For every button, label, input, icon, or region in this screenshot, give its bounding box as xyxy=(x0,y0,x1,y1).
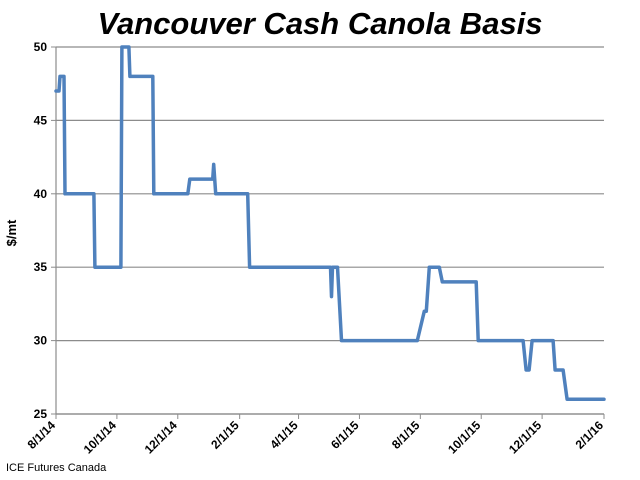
y-tick-label-40: 40 xyxy=(34,187,48,201)
x-tick-label-7: 10/1/15 xyxy=(445,418,483,456)
x-tick-label-3: 2/1/15 xyxy=(208,418,242,452)
y-tick-label-35: 35 xyxy=(34,260,48,274)
x-tick-label-1: 10/1/14 xyxy=(81,418,119,456)
x-tick-label-4: 4/1/15 xyxy=(267,418,301,452)
axes xyxy=(51,46,605,419)
x-tick-label-8: 12/1/15 xyxy=(506,418,544,456)
source-label: ICE Futures Canada xyxy=(6,462,107,474)
y-tick-label-50: 50 xyxy=(34,40,48,54)
x-tick-label-0: 8/1/14 xyxy=(25,418,59,452)
grid-lines xyxy=(56,46,604,415)
y-tick-labels: 25 30 35 40 45 50 xyxy=(34,40,48,421)
x-tick-label-6: 8/1/15 xyxy=(389,418,423,452)
x-tick-labels: 8/1/14 10/1/14 12/1/14 2/1/15 4/1/15 6/1/15 8/… xyxy=(25,418,607,456)
series-line-0 xyxy=(54,45,606,402)
chart-title: Vancouver Cash Canola Basis xyxy=(97,6,542,41)
y-tick-label-45: 45 xyxy=(34,113,48,127)
x-tick-label-9: 2/1/16 xyxy=(573,418,607,452)
x-tick-label-2: 12/1/14 xyxy=(142,418,180,456)
x-tick-label-5: 6/1/15 xyxy=(328,418,362,452)
y-tick-label-30: 30 xyxy=(34,334,48,348)
y-axis-label: $/mt xyxy=(4,219,19,246)
series-layer xyxy=(54,45,606,402)
y-tick-label-25: 25 xyxy=(34,407,48,421)
